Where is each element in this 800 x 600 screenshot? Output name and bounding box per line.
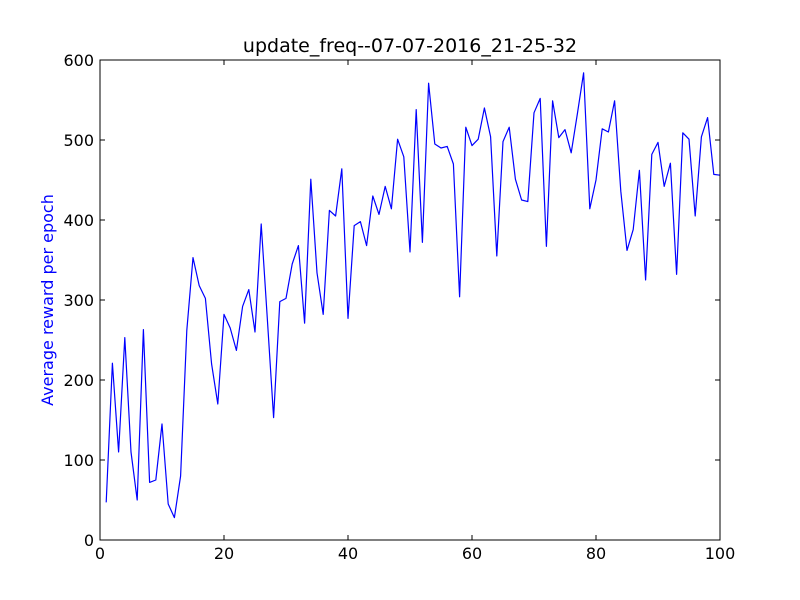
plot-area <box>100 60 720 540</box>
y-axis-label: Average reward per epoch <box>38 194 57 406</box>
y-tick-label: 200 <box>63 371 94 390</box>
series-line <box>105 72 721 519</box>
y-tick-label: 0 <box>84 531 94 550</box>
x-tick-label: 100 <box>705 544 736 563</box>
x-tick-label: 60 <box>462 544 482 563</box>
y-tick-label: 100 <box>63 451 94 470</box>
x-tick-label: 40 <box>338 544 358 563</box>
x-tick-label: 0 <box>95 544 105 563</box>
y-tick-label: 400 <box>63 211 94 230</box>
chart-title: update_freq--07-07-2016_21-25-32 <box>243 35 577 57</box>
y-tick-label: 500 <box>63 131 94 150</box>
plot-frame <box>99 59 721 541</box>
x-tick-label: 20 <box>214 544 234 563</box>
y-tick-label: 300 <box>63 291 94 310</box>
series-group <box>105 72 721 519</box>
y-tick-label: 600 <box>63 51 94 70</box>
x-tick-label: 80 <box>586 544 606 563</box>
